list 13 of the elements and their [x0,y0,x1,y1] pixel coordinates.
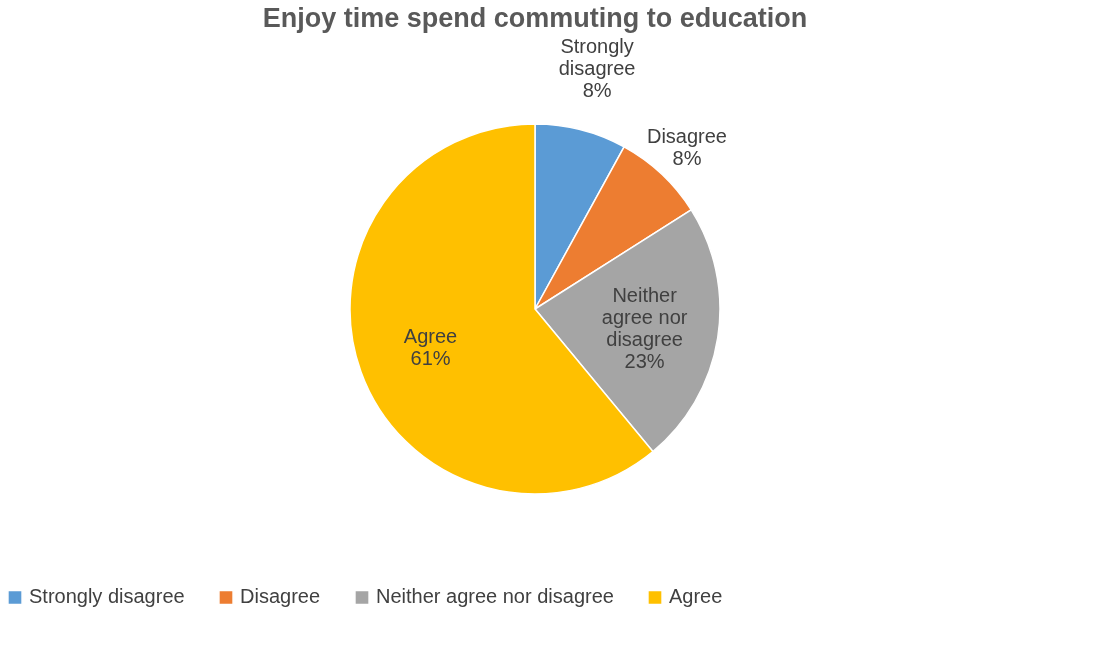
slice-label: Agree [403,324,458,347]
legend-label: Disagree [240,585,321,608]
legend-label: Neither agree nor disagree [376,585,614,608]
legend-label: Agree [669,585,723,608]
slice-label: Disagree [646,125,727,148]
slice-label: Strongly disagree [558,35,636,80]
data-label: 8% [582,79,612,102]
chart-title: Enjoy time spend commuting to education [262,3,808,34]
data-label: 23% [624,350,665,373]
legend-label: Strongly disagree [29,585,185,608]
data-label: 61% [410,346,451,369]
slice-label: Neither agree nor disagree [601,284,688,351]
data-label: 8% [672,147,702,170]
